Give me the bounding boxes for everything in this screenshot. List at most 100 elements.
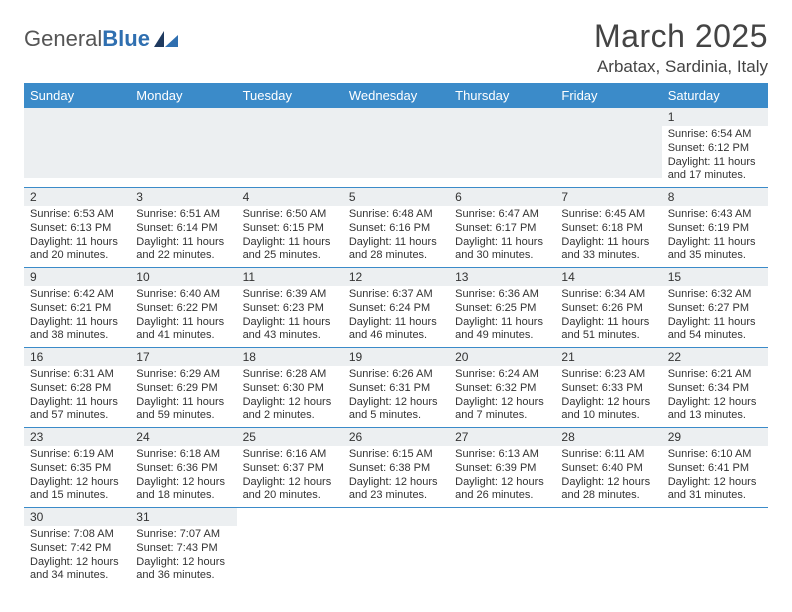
sunset-line: Sunset: 6:37 PM bbox=[243, 462, 337, 476]
sunset-line: Sunset: 6:23 PM bbox=[243, 302, 337, 316]
sunrise-line: Sunrise: 6:40 AM bbox=[136, 288, 230, 302]
daylight-line: Daylight: 11 hours and 43 minutes. bbox=[243, 316, 337, 344]
calendar-row: 16Sunrise: 6:31 AMSunset: 6:28 PMDayligh… bbox=[24, 348, 768, 428]
day-number: 30 bbox=[24, 508, 130, 526]
day-number: 6 bbox=[449, 188, 555, 206]
day-number: 3 bbox=[130, 188, 236, 206]
daylight-line: Daylight: 12 hours and 36 minutes. bbox=[136, 556, 230, 584]
sunset-line: Sunset: 6:21 PM bbox=[30, 302, 124, 316]
calendar-cell: 2Sunrise: 6:53 AMSunset: 6:13 PMDaylight… bbox=[24, 188, 130, 268]
brand-name: GeneralBlue bbox=[24, 26, 150, 52]
daylight-line: Daylight: 12 hours and 7 minutes. bbox=[455, 396, 549, 424]
sunrise-line: Sunrise: 6:10 AM bbox=[668, 448, 762, 462]
calendar-cell: 30Sunrise: 7:08 AMSunset: 7:42 PMDayligh… bbox=[24, 508, 130, 588]
sunset-line: Sunset: 6:41 PM bbox=[668, 462, 762, 476]
day-number: 12 bbox=[343, 268, 449, 286]
weekday-header: Thursday bbox=[449, 83, 555, 108]
blank-cell bbox=[24, 108, 130, 178]
daylight-line: Daylight: 11 hours and 25 minutes. bbox=[243, 236, 337, 264]
sunset-line: Sunset: 6:28 PM bbox=[30, 382, 124, 396]
blank-cell bbox=[130, 108, 236, 178]
daylight-line: Daylight: 11 hours and 20 minutes. bbox=[30, 236, 124, 264]
daylight-line: Daylight: 11 hours and 51 minutes. bbox=[561, 316, 655, 344]
calendar-cell: 19Sunrise: 6:26 AMSunset: 6:31 PMDayligh… bbox=[343, 348, 449, 428]
sunset-line: Sunset: 7:42 PM bbox=[30, 542, 124, 556]
sunrise-line: Sunrise: 6:19 AM bbox=[30, 448, 124, 462]
calendar-cell: 29 Sunrise: 6:10 AMSunset: 6:41 PMDayligh… bbox=[662, 428, 768, 508]
daylight-line: Daylight: 11 hours and 38 minutes. bbox=[30, 316, 124, 344]
day-number: 16 bbox=[24, 348, 130, 366]
calendar-cell bbox=[237, 508, 343, 588]
day-number: 29 bbox=[662, 428, 768, 446]
day-number: 1 bbox=[662, 108, 768, 126]
sunset-line: Sunset: 6:15 PM bbox=[243, 222, 337, 236]
header: GeneralBlue March 2025 Arbatax, Sardinia… bbox=[24, 18, 768, 77]
blank-cell bbox=[237, 108, 343, 178]
calendar-cell: 10Sunrise: 6:40 AMSunset: 6:22 PMDayligh… bbox=[130, 268, 236, 348]
sunrise-line: Sunrise: 7:08 AM bbox=[30, 528, 124, 542]
sunrise-line: Sunrise: 6:50 AM bbox=[243, 208, 337, 222]
calendar-cell: 15Sunrise: 6:32 AMSunset: 6:27 PMDayligh… bbox=[662, 268, 768, 348]
calendar-cell: 4Sunrise: 6:50 AMSunset: 6:15 PMDaylight… bbox=[237, 188, 343, 268]
daylight-line: Daylight: 12 hours and 2 minutes. bbox=[243, 396, 337, 424]
calendar-cell: 3Sunrise: 6:51 AMSunset: 6:14 PMDaylight… bbox=[130, 188, 236, 268]
sunrise-line: Sunrise: 6:42 AM bbox=[30, 288, 124, 302]
blank-cell bbox=[449, 108, 555, 178]
day-number: 28 bbox=[555, 428, 661, 446]
sunrise-line: Sunrise: 6:24 AM bbox=[455, 368, 549, 382]
weekday-header: Wednesday bbox=[343, 83, 449, 108]
day-number: 18 bbox=[237, 348, 343, 366]
day-number: 14 bbox=[555, 268, 661, 286]
calendar-row: 1Sunrise: 6:54 AMSunset: 6:12 PMDaylight… bbox=[24, 108, 768, 188]
calendar-cell bbox=[449, 108, 555, 188]
day-number: 23 bbox=[24, 428, 130, 446]
calendar-body: 1Sunrise: 6:54 AMSunset: 6:12 PMDaylight… bbox=[24, 108, 768, 587]
sunset-line: Sunset: 6:17 PM bbox=[455, 222, 549, 236]
daylight-line: Daylight: 12 hours and 20 minutes. bbox=[243, 476, 337, 504]
calendar-cell: 17Sunrise: 6:29 AMSunset: 6:29 PMDayligh… bbox=[130, 348, 236, 428]
day-number: 20 bbox=[449, 348, 555, 366]
daylight-line: Daylight: 11 hours and 49 minutes. bbox=[455, 316, 549, 344]
calendar-cell: 1Sunrise: 6:54 AMSunset: 6:12 PMDaylight… bbox=[662, 108, 768, 188]
daylight-line: Daylight: 12 hours and 28 minutes. bbox=[561, 476, 655, 504]
sunset-line: Sunset: 6:26 PM bbox=[561, 302, 655, 316]
blank-cell bbox=[662, 508, 768, 574]
brand-name-b: Blue bbox=[102, 26, 150, 51]
sunrise-line: Sunrise: 6:48 AM bbox=[349, 208, 443, 222]
sunset-line: Sunset: 6:36 PM bbox=[136, 462, 230, 476]
calendar-cell: 7Sunrise: 6:45 AMSunset: 6:18 PMDaylight… bbox=[555, 188, 661, 268]
blank-cell bbox=[449, 508, 555, 574]
sunrise-line: Sunrise: 6:47 AM bbox=[455, 208, 549, 222]
sunset-line: Sunset: 6:27 PM bbox=[668, 302, 762, 316]
sunrise-line: Sunrise: 6:28 AM bbox=[243, 368, 337, 382]
calendar-cell bbox=[130, 108, 236, 188]
calendar-cell bbox=[343, 108, 449, 188]
day-number: 2 bbox=[24, 188, 130, 206]
sunset-line: Sunset: 6:25 PM bbox=[455, 302, 549, 316]
sunrise-line: Sunrise: 6:53 AM bbox=[30, 208, 124, 222]
sunset-line: Sunset: 6:14 PM bbox=[136, 222, 230, 236]
day-number: 10 bbox=[130, 268, 236, 286]
calendar-cell bbox=[662, 508, 768, 588]
daylight-line: Daylight: 12 hours and 18 minutes. bbox=[136, 476, 230, 504]
daylight-line: Daylight: 12 hours and 15 minutes. bbox=[30, 476, 124, 504]
calendar-row: 2Sunrise: 6:53 AMSunset: 6:13 PMDaylight… bbox=[24, 188, 768, 268]
calendar-cell: 28Sunrise: 6:11 AMSunset: 6:40 PMDayligh… bbox=[555, 428, 661, 508]
daylight-line: Daylight: 12 hours and 5 minutes. bbox=[349, 396, 443, 424]
daylight-line: Daylight: 11 hours and 33 minutes. bbox=[561, 236, 655, 264]
sunrise-line: Sunrise: 6:32 AM bbox=[668, 288, 762, 302]
calendar-cell: 14 Sunrise: 6:34 AMSunset: 6:26 PMDayligh… bbox=[555, 268, 661, 348]
sunset-line: Sunset: 6:32 PM bbox=[455, 382, 549, 396]
sunset-line: Sunset: 6:34 PM bbox=[668, 382, 762, 396]
sunrise-line: Sunrise: 6:23 AM bbox=[561, 368, 655, 382]
sunset-line: Sunset: 6:19 PM bbox=[668, 222, 762, 236]
calendar-cell: 20 Sunrise: 6:24 AMSunset: 6:32 PMDayligh… bbox=[449, 348, 555, 428]
sunrise-line: Sunrise: 6:34 AM bbox=[561, 288, 655, 302]
daylight-line: Daylight: 11 hours and 17 minutes. bbox=[668, 156, 762, 184]
daylight-line: Daylight: 12 hours and 31 minutes. bbox=[668, 476, 762, 504]
location: Arbatax, Sardinia, Italy bbox=[594, 57, 768, 77]
blank-cell bbox=[343, 508, 449, 574]
sunset-line: Sunset: 6:35 PM bbox=[30, 462, 124, 476]
daylight-line: Daylight: 11 hours and 46 minutes. bbox=[349, 316, 443, 344]
weekday-header: Saturday bbox=[662, 83, 768, 108]
